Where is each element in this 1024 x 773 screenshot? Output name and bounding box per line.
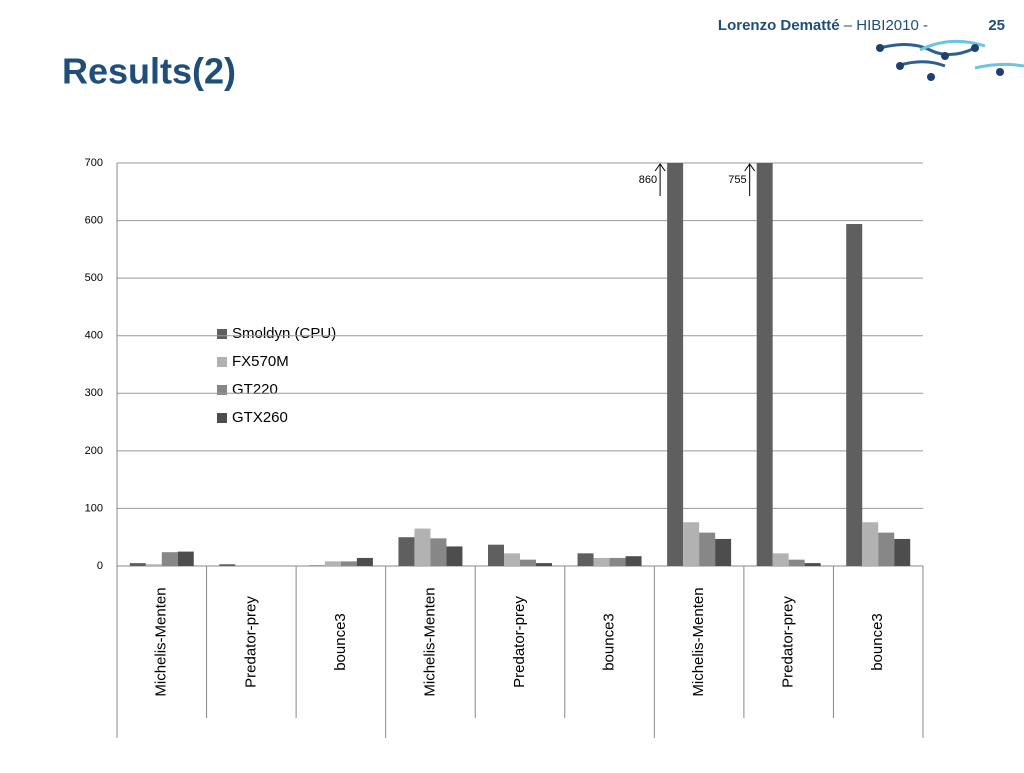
overflow-label: 755	[728, 174, 746, 186]
legend-label: GTX260	[232, 409, 288, 426]
bar	[145, 564, 162, 566]
bar	[414, 528, 431, 566]
y-tick-label: 600	[85, 214, 103, 226]
bar	[446, 546, 463, 566]
x-tick-label: Michelis-Menten	[421, 587, 438, 696]
bar	[625, 556, 642, 566]
bar	[699, 532, 716, 566]
bar	[308, 565, 325, 566]
header: Lorenzo Dematté – HIBI2010 -	[718, 17, 928, 34]
bar	[430, 538, 447, 566]
bar	[129, 563, 146, 566]
legend-background	[203, 320, 363, 436]
bar	[488, 544, 504, 566]
bar	[324, 561, 341, 566]
x-tick-label: Michelis-Menten	[690, 587, 707, 696]
bar	[177, 551, 194, 566]
x-tick-label: bounce3	[601, 613, 618, 671]
bar	[520, 559, 536, 566]
y-tick-label: 100	[85, 502, 103, 514]
bar	[788, 559, 805, 566]
event: – HIBI2010 -	[844, 17, 928, 34]
overflow-arrowhead	[744, 163, 756, 172]
bar	[683, 522, 700, 566]
author: Lorenzo Dematté	[718, 17, 840, 34]
y-tick-label: 0	[97, 560, 103, 572]
legend-label: GT220	[232, 381, 278, 398]
bar	[804, 563, 821, 566]
x-tick-label: bounce3	[869, 613, 886, 671]
bar	[667, 163, 684, 566]
bar	[504, 553, 520, 566]
y-tick-label: 200	[85, 445, 103, 457]
logo	[876, 39, 1024, 81]
bar	[894, 538, 911, 566]
bar	[715, 538, 732, 566]
bar	[593, 557, 610, 566]
bar	[772, 553, 789, 566]
legend-swatch	[217, 413, 227, 423]
bar	[577, 553, 594, 566]
y-tick-label: 400	[85, 330, 103, 342]
y-tick-label: 500	[85, 272, 103, 284]
x-tick-label: Predator-prey	[242, 596, 259, 688]
page-number: 25	[988, 17, 1005, 34]
bar	[219, 564, 236, 566]
overflow-label: 860	[639, 174, 657, 186]
y-tick-label: 700	[85, 157, 103, 169]
legend-swatch	[217, 329, 227, 339]
overflow-arrowhead	[654, 163, 666, 172]
bar	[536, 563, 552, 566]
legend-swatch	[217, 385, 227, 395]
legend-label: FX570M	[232, 353, 289, 370]
bar	[161, 552, 178, 566]
x-tick-label: bounce3	[332, 613, 349, 671]
bars	[129, 163, 911, 567]
bar	[398, 537, 415, 566]
legend: Smoldyn (CPU) FX570M GT220 GTX260	[203, 320, 363, 436]
bar	[846, 224, 863, 567]
bar	[862, 522, 879, 566]
x-tick-label: Predator-prey	[511, 596, 528, 688]
legend-label: Smoldyn (CPU)	[232, 325, 336, 342]
x-tick-label: Michelis-Menten	[153, 587, 170, 696]
legend-swatch	[217, 357, 227, 367]
slide-title: Results(2)	[62, 51, 236, 92]
y-tick-label: 300	[85, 387, 103, 399]
bar	[340, 561, 357, 566]
bar	[356, 557, 373, 566]
bar	[609, 557, 626, 566]
x-tick-label: Predator-prey	[780, 596, 797, 688]
bar	[878, 532, 895, 566]
bar	[756, 163, 773, 567]
